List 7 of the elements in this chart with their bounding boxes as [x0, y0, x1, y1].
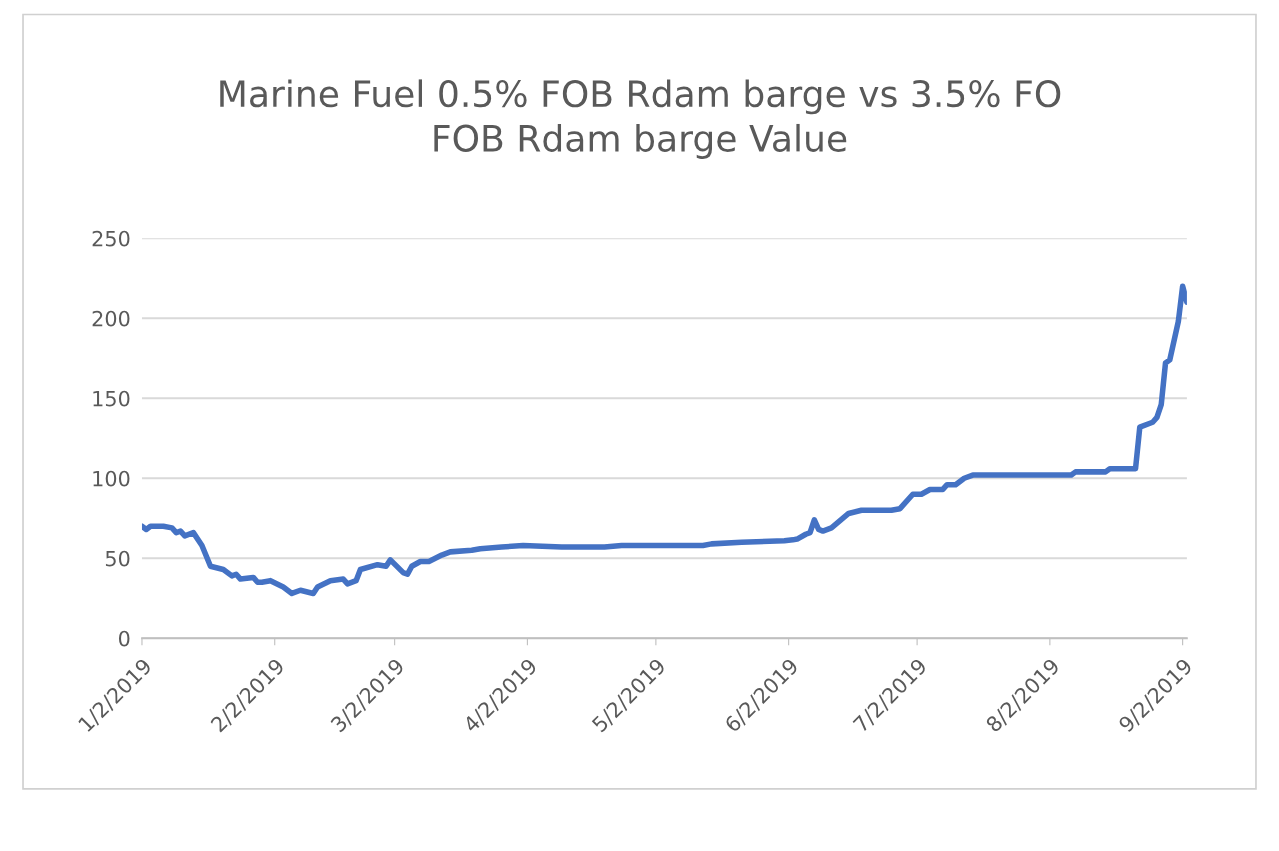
y-tick-label: 50 [105, 550, 130, 567]
y-tick-label: 200 [92, 310, 130, 327]
chart-title: Marine Fuel 0.5% FOB Rdam barge vs 3.5% FO FOB Rdam barge Value [220, 79, 1061, 159]
y-tick-label: 100 [93, 470, 130, 487]
y-tick-label: 0 [118, 630, 130, 647]
y-tick-label: 150 [93, 390, 130, 407]
y-tick-label: 250 [92, 230, 130, 247]
